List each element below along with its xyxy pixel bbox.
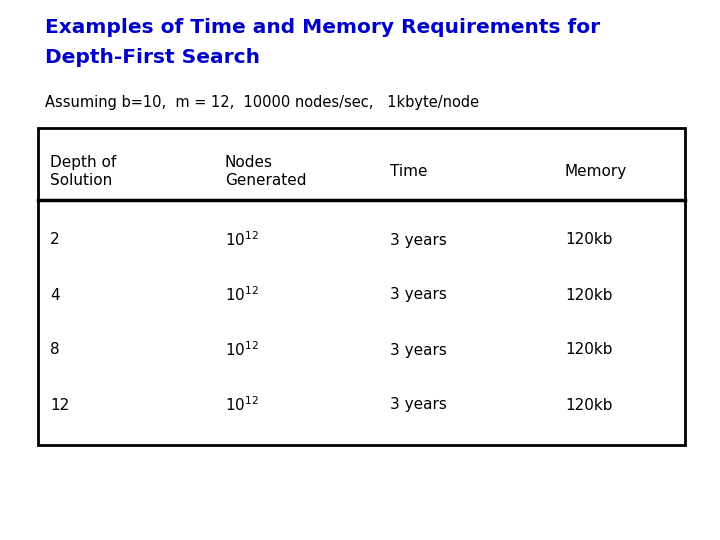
Text: Memory: Memory bbox=[565, 164, 627, 179]
Text: 12: 12 bbox=[50, 397, 69, 413]
Text: 10$^{12}$: 10$^{12}$ bbox=[225, 286, 259, 305]
Text: 10$^{12}$: 10$^{12}$ bbox=[225, 341, 259, 359]
Text: 120kb: 120kb bbox=[565, 233, 613, 247]
Text: Time: Time bbox=[390, 164, 428, 179]
Text: 120kb: 120kb bbox=[565, 397, 613, 413]
Text: 4: 4 bbox=[50, 287, 60, 302]
Text: 10$^{12}$: 10$^{12}$ bbox=[225, 231, 259, 249]
Text: 3 years: 3 years bbox=[390, 287, 447, 302]
Text: 2: 2 bbox=[50, 233, 60, 247]
Text: Nodes: Nodes bbox=[225, 155, 273, 170]
Text: 10$^{12}$: 10$^{12}$ bbox=[225, 396, 259, 414]
Text: Depth-First Search: Depth-First Search bbox=[45, 48, 260, 67]
Text: 120kb: 120kb bbox=[565, 287, 613, 302]
Text: 8: 8 bbox=[50, 342, 60, 357]
Text: 3 years: 3 years bbox=[390, 397, 447, 413]
Text: Depth of: Depth of bbox=[50, 155, 116, 170]
Bar bbox=[38, 128, 685, 445]
Text: Generated: Generated bbox=[225, 173, 307, 188]
Text: 3 years: 3 years bbox=[390, 342, 447, 357]
Text: Examples of Time and Memory Requirements for: Examples of Time and Memory Requirements… bbox=[45, 18, 600, 37]
Text: Assuming b=10,  m = 12,  10000 nodes/sec,   1kbyte/node: Assuming b=10, m = 12, 10000 nodes/sec, … bbox=[45, 95, 479, 110]
Text: 3 years: 3 years bbox=[390, 233, 447, 247]
Text: 120kb: 120kb bbox=[565, 342, 613, 357]
Text: Solution: Solution bbox=[50, 173, 112, 188]
